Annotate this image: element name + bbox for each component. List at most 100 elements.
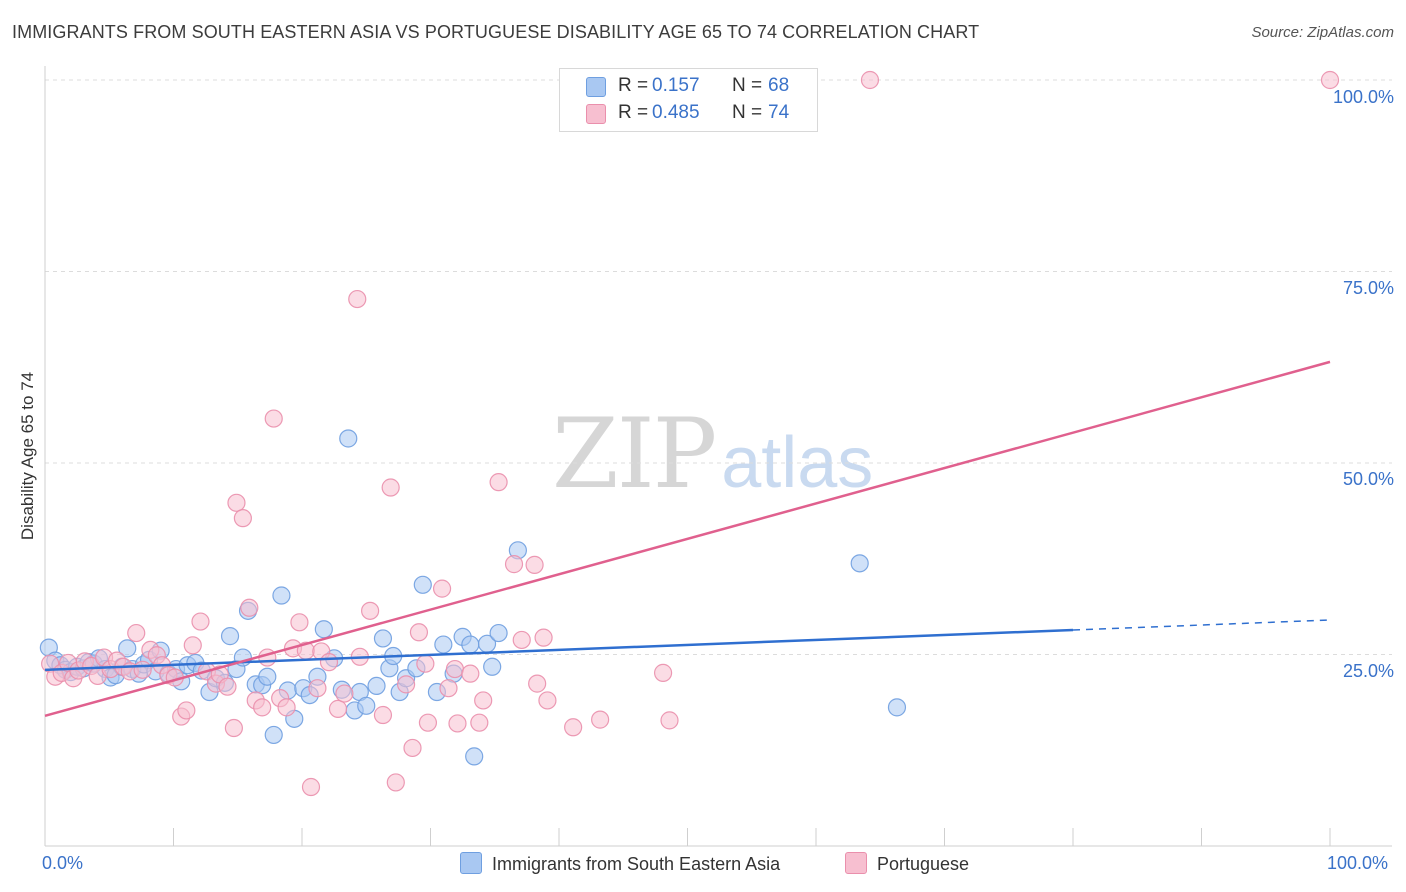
data-point-immigrants bbox=[373, 629, 393, 648]
data-point-portuguese bbox=[439, 679, 458, 698]
data-point-portuguese bbox=[133, 660, 152, 679]
data-point-portuguese bbox=[860, 70, 880, 90]
data-point-portuguese bbox=[191, 612, 210, 631]
data-point-immigrants bbox=[483, 657, 502, 676]
data-point-portuguese bbox=[224, 718, 243, 738]
chart-title: IMMIGRANTS FROM SOUTH EASTERN ASIA VS PO… bbox=[12, 22, 980, 42]
data-point-portuguese bbox=[177, 701, 196, 720]
data-point-portuguese bbox=[504, 555, 524, 574]
data-point-immigrants bbox=[850, 554, 869, 573]
data-point-portuguese bbox=[258, 648, 277, 667]
data-point-portuguese bbox=[233, 509, 252, 528]
data-point-portuguese bbox=[308, 679, 327, 698]
data-point-portuguese bbox=[512, 630, 531, 650]
data-point-portuguese bbox=[534, 628, 553, 647]
trendline-immigrants-extension bbox=[1072, 619, 1331, 631]
data-point-portuguese bbox=[396, 675, 416, 694]
y-axis-label: Disability Age 65 to 74 bbox=[18, 371, 37, 541]
data-point-portuguese bbox=[373, 705, 393, 725]
data-point-portuguese bbox=[403, 738, 422, 758]
data-point-portuguese bbox=[525, 555, 544, 574]
data-point-portuguese bbox=[218, 677, 237, 696]
trendline-portuguese bbox=[44, 360, 1331, 717]
trend-layer bbox=[44, 360, 1331, 717]
data-point-portuguese bbox=[432, 579, 452, 598]
data-point-portuguese bbox=[416, 654, 435, 673]
data-point-immigrants bbox=[339, 429, 358, 448]
data-point-immigrants bbox=[887, 698, 907, 717]
data-point-portuguese bbox=[386, 773, 405, 792]
series-legend-label: Portuguese bbox=[877, 854, 970, 874]
data-point-portuguese bbox=[591, 710, 610, 729]
data-point-immigrants bbox=[465, 747, 484, 766]
data-point-portuguese bbox=[253, 698, 272, 717]
data-point-immigrants bbox=[461, 635, 480, 654]
data-point-portuguese bbox=[461, 664, 480, 683]
y-tick-label-75: 75.0% bbox=[1342, 278, 1394, 298]
data-point-portuguese bbox=[227, 493, 246, 512]
series-portuguese-points bbox=[41, 70, 1340, 797]
data-point-portuguese bbox=[489, 473, 508, 492]
series-legend-swatch-pink bbox=[845, 852, 867, 874]
data-point-portuguese bbox=[564, 718, 583, 737]
data-point-portuguese bbox=[348, 289, 367, 309]
data-point-portuguese bbox=[660, 711, 679, 730]
x-tick-label-min: 0.0% bbox=[42, 853, 84, 873]
series-legend-label: Immigrants from South Eastern Asia bbox=[492, 854, 781, 874]
legend-n-value: 74 bbox=[768, 102, 790, 123]
data-point-portuguese bbox=[127, 623, 146, 643]
data-point-portuguese bbox=[264, 409, 283, 428]
data-point-portuguese bbox=[328, 699, 348, 718]
data-point-portuguese bbox=[528, 674, 547, 693]
correlation-legend: R = 0.157 N = 68 R = 0.485 N = 74 bbox=[559, 68, 818, 132]
data-point-portuguese bbox=[538, 691, 557, 710]
axis-layer bbox=[44, 66, 1392, 847]
legend-n-value: 68 bbox=[768, 75, 790, 96]
data-point-immigrants bbox=[272, 586, 291, 605]
data-point-immigrants bbox=[258, 667, 277, 686]
source-label: Source: ZipAtlas.com bbox=[1251, 24, 1394, 41]
x-tick-label-max: 100.0% bbox=[1327, 853, 1389, 873]
data-point-portuguese bbox=[1320, 70, 1340, 90]
data-point-immigrants bbox=[489, 623, 508, 643]
data-point-immigrants bbox=[220, 627, 240, 646]
data-point-portuguese bbox=[409, 623, 429, 642]
legend-n-label: N = bbox=[732, 102, 763, 123]
data-point-immigrants bbox=[367, 676, 386, 696]
data-point-portuguese bbox=[445, 659, 465, 679]
data-point-portuguese bbox=[474, 691, 493, 710]
data-point-immigrants bbox=[118, 639, 137, 658]
legend-n-label: N = bbox=[732, 75, 763, 96]
data-point-portuguese bbox=[319, 653, 339, 672]
data-point-immigrants bbox=[314, 620, 333, 639]
grid-layer bbox=[45, 79, 1392, 655]
data-point-portuguese bbox=[448, 714, 467, 733]
series-legend-immigrants: Immigrants from South Eastern Asia bbox=[460, 852, 780, 875]
series-legend-portuguese: Portuguese bbox=[845, 852, 969, 875]
data-point-portuguese bbox=[335, 684, 354, 703]
data-point-immigrants bbox=[264, 725, 283, 745]
trendline-immigrants bbox=[44, 628, 1074, 672]
data-point-portuguese bbox=[183, 636, 202, 655]
legend-r-label: R = bbox=[618, 102, 649, 123]
legend-r-value: 0.157 bbox=[652, 75, 700, 96]
data-point-portuguese bbox=[653, 663, 673, 682]
series-legend-swatch-blue bbox=[460, 852, 482, 874]
data-point-portuguese bbox=[290, 613, 309, 632]
data-point-portuguese bbox=[277, 698, 296, 717]
data-point-portuguese bbox=[381, 478, 400, 497]
data-point-portuguese bbox=[418, 713, 438, 732]
y-tick-label-100: 100.0% bbox=[1332, 87, 1394, 107]
y-tick-label-25: 25.0% bbox=[1342, 661, 1394, 681]
legend-swatch-pink bbox=[586, 104, 606, 124]
data-point-immigrants bbox=[434, 635, 453, 654]
data-point-portuguese bbox=[301, 777, 321, 797]
data-point-portuguese bbox=[361, 601, 380, 620]
data-point-immigrants bbox=[357, 696, 376, 715]
data-point-portuguese bbox=[240, 598, 259, 617]
y-tick-label-50: 50.0% bbox=[1342, 469, 1394, 489]
legend-swatch-blue bbox=[586, 77, 606, 97]
legend-r-value: 0.485 bbox=[652, 102, 700, 123]
data-point-portuguese bbox=[470, 713, 489, 732]
